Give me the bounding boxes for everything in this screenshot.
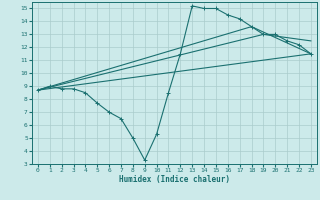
X-axis label: Humidex (Indice chaleur): Humidex (Indice chaleur) [119,175,230,184]
